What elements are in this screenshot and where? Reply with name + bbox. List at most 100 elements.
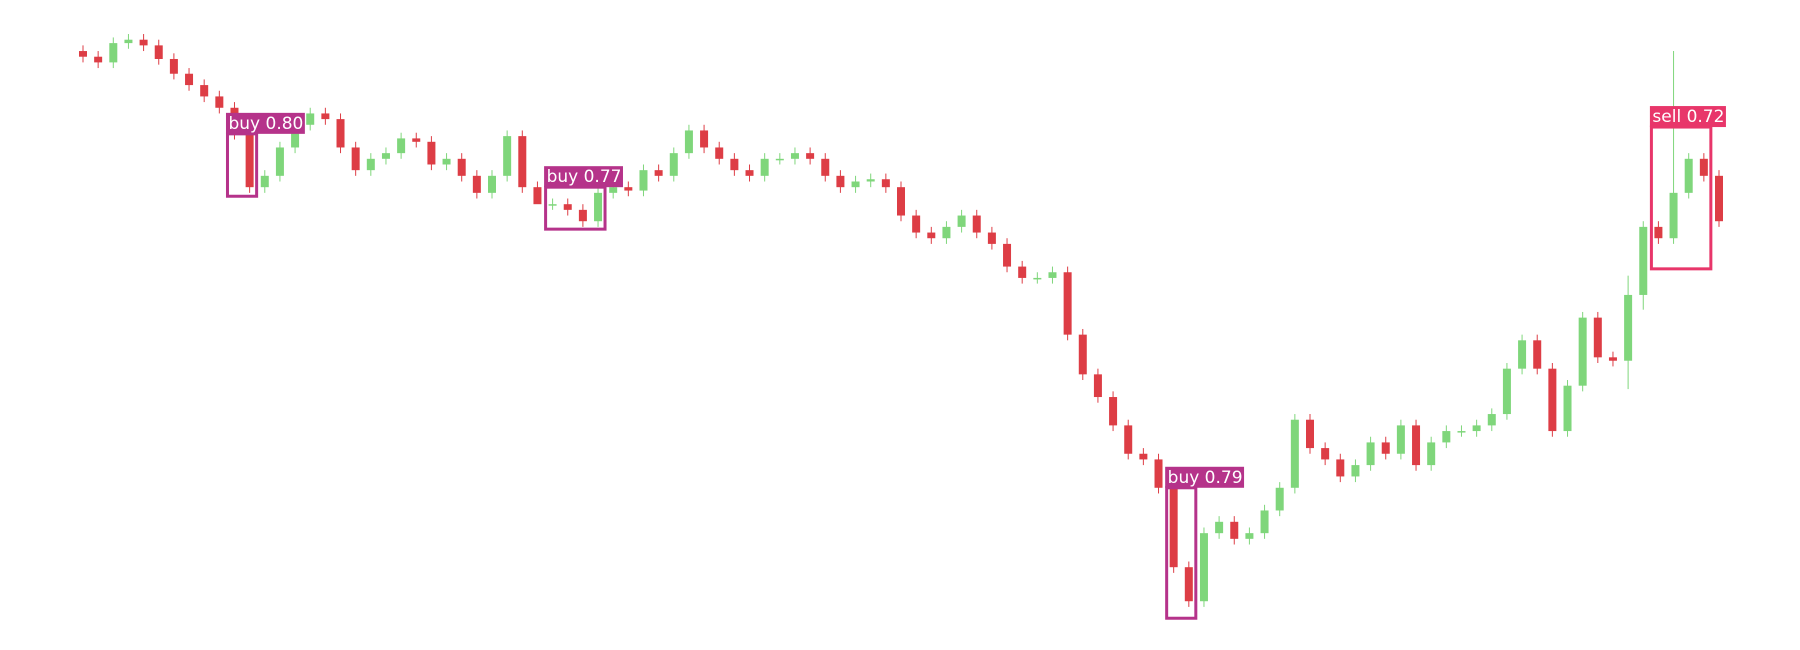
detection-box <box>1649 125 1713 271</box>
candle-body <box>94 56 103 63</box>
candle-body <box>1306 419 1314 449</box>
candle-body <box>1245 533 1254 539</box>
candle-body <box>881 179 890 188</box>
candle-body <box>639 170 648 191</box>
candle-body <box>397 138 406 154</box>
candle-body <box>624 187 633 191</box>
candle-body <box>1457 431 1466 433</box>
candle-body <box>1366 442 1375 466</box>
candle-body <box>427 141 436 165</box>
candle-body <box>1412 425 1421 466</box>
candle-body <box>912 215 921 233</box>
detection-label: sell 0.72 <box>1652 107 1724 127</box>
candle-body <box>1351 465 1360 477</box>
candle-body <box>700 130 709 148</box>
candle-body <box>1321 448 1330 460</box>
candle-body <box>503 136 512 176</box>
candle-body <box>275 147 284 176</box>
candle-body <box>472 175 481 193</box>
candle-body <box>1472 425 1481 432</box>
candle-body <box>730 158 739 171</box>
candle-body <box>1336 459 1345 477</box>
candle-body <box>1048 272 1057 278</box>
candle-body <box>1093 374 1102 398</box>
candle-body <box>1669 192 1678 239</box>
candle-body <box>139 39 148 46</box>
candle-body <box>381 153 390 159</box>
candle-body <box>366 158 375 171</box>
candle-body <box>1184 567 1193 602</box>
candle-body <box>745 170 754 176</box>
candle-body <box>215 96 224 108</box>
candle-body <box>1109 397 1118 426</box>
candle-body <box>790 153 799 159</box>
candle-body <box>1003 243 1012 267</box>
candle-body <box>1154 459 1163 488</box>
candle-body <box>866 179 875 182</box>
candle-body <box>987 232 996 244</box>
candle-body <box>609 187 618 193</box>
candle-body <box>124 39 133 44</box>
detection-label: buy 0.80 <box>228 114 303 134</box>
candle-body <box>1124 425 1133 454</box>
candle-body <box>1275 487 1284 511</box>
candle-body <box>1654 226 1663 239</box>
candle-body <box>1396 425 1405 454</box>
candle-body <box>185 73 194 86</box>
candle-body <box>336 119 345 148</box>
candle-body <box>109 43 118 63</box>
candle-body <box>563 204 572 210</box>
candle-body <box>1139 453 1148 460</box>
candle-body <box>1593 317 1602 358</box>
candle-body <box>321 113 330 120</box>
detection: buy 0.77 <box>544 166 623 231</box>
candle-body <box>442 158 451 165</box>
candle-body <box>836 175 845 188</box>
candle-body <box>1169 487 1178 568</box>
candle-body <box>291 124 300 148</box>
candle-body <box>79 51 87 57</box>
detection: buy 0.79 <box>1165 466 1245 620</box>
candle-body <box>1578 317 1587 386</box>
candle-body <box>972 215 981 233</box>
candle-body <box>1381 442 1390 454</box>
candle-body <box>260 175 269 188</box>
candle-body <box>1715 175 1723 222</box>
detection-label-bg <box>225 112 305 134</box>
candle-body <box>518 136 527 188</box>
candle-body <box>488 175 496 193</box>
detection-label: buy 0.79 <box>1168 468 1243 488</box>
candle-body <box>594 192 603 222</box>
candle-body <box>306 113 315 125</box>
detection: sell 0.72 <box>1649 106 1726 271</box>
candle-body <box>942 226 951 239</box>
candle-body <box>957 215 966 227</box>
candle-body <box>169 58 178 74</box>
candle-body <box>245 133 254 188</box>
candle-body <box>1078 334 1087 375</box>
candle-body <box>1230 521 1239 539</box>
candle-body <box>1533 340 1542 369</box>
candle-body <box>1442 431 1451 443</box>
candle-body <box>1608 357 1617 361</box>
detection-label-bg <box>544 166 623 188</box>
detection-label: buy 0.77 <box>547 167 622 187</box>
candle-body <box>533 187 542 205</box>
candle-body <box>548 204 557 206</box>
candle-body <box>1260 510 1269 534</box>
candle-body <box>1639 226 1648 295</box>
candle-body <box>1684 158 1693 193</box>
candle-body <box>1518 340 1527 369</box>
candle-body <box>1502 368 1511 415</box>
detection: buy 0.80 <box>225 112 305 198</box>
candle-body <box>351 147 360 171</box>
candle-body <box>1290 419 1299 488</box>
candle-body <box>1018 266 1027 278</box>
candle-body <box>457 158 466 176</box>
candle-body <box>1427 442 1436 466</box>
candle-body <box>1063 272 1072 335</box>
candle-body <box>1624 294 1633 361</box>
candle-body <box>412 138 421 142</box>
candle-body <box>775 158 784 161</box>
